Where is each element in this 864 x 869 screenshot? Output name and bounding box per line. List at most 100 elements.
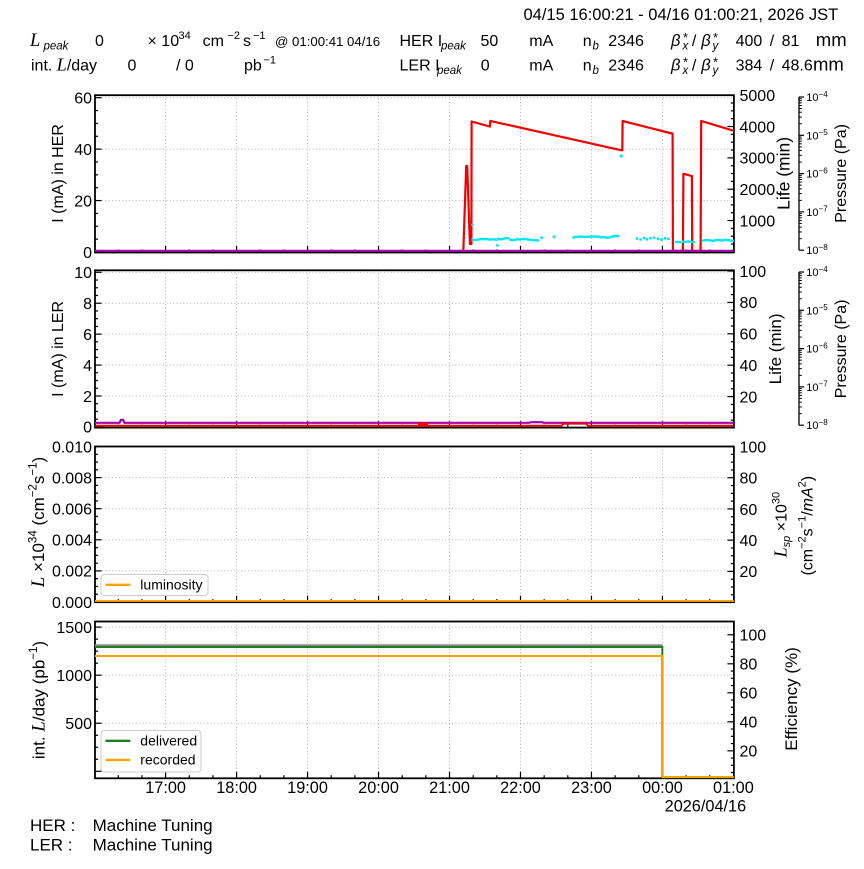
svg-text:y: y: [712, 65, 720, 77]
svg-text:β: β: [700, 32, 711, 50]
svg-text:/: /: [692, 58, 697, 75]
svg-text:HER I: HER I: [400, 33, 443, 50]
svg-text:Lsp ×1030: Lsp ×1030: [770, 492, 793, 558]
svg-text:18:00: 18:00: [216, 779, 257, 797]
svg-text:mm: mm: [816, 29, 847, 50]
svg-text:mm: mm: [813, 54, 844, 75]
svg-text:LER I: LER I: [400, 58, 440, 75]
svg-text:19:00: 19:00: [287, 779, 328, 797]
svg-text:0: 0: [95, 33, 104, 50]
svg-text:2: 2: [83, 389, 92, 406]
svg-text:20: 20: [740, 389, 758, 406]
svg-text:400: 400: [736, 33, 763, 50]
svg-text:80: 80: [740, 295, 758, 312]
svg-text:L: L: [29, 31, 40, 51]
svg-text:22:00: 22:00: [500, 779, 541, 797]
svg-text:8: 8: [83, 296, 92, 313]
svg-text:100: 100: [740, 439, 767, 456]
svg-text:2346: 2346: [608, 58, 644, 75]
svg-text:1500: 1500: [56, 620, 92, 637]
svg-text:0.002: 0.002: [52, 564, 92, 581]
svg-text:−1: −1: [264, 55, 277, 67]
svg-text:60: 60: [740, 502, 758, 519]
svg-text:Life (min): Life (min): [773, 137, 793, 210]
svg-text:4000: 4000: [740, 119, 776, 136]
svg-text:384: 384: [736, 58, 763, 75]
svg-text:n: n: [583, 58, 592, 75]
svg-text:x: x: [682, 41, 690, 53]
svg-text:/: /: [770, 33, 775, 50]
svg-text:5000: 5000: [740, 88, 776, 105]
svg-text:0.010: 0.010: [52, 439, 92, 456]
svg-text:Machine Tuning: Machine Tuning: [93, 816, 213, 835]
svg-text:peak: peak: [440, 41, 467, 53]
svg-text:*: *: [713, 55, 718, 70]
svg-text:x: x: [682, 65, 690, 77]
svg-text:0: 0: [83, 420, 92, 437]
svg-text:0.006: 0.006: [52, 502, 92, 519]
svg-text:60: 60: [740, 686, 758, 703]
svg-text:Pressure (Pa): Pressure (Pa): [833, 124, 850, 223]
svg-text:Life (min): Life (min): [766, 313, 785, 384]
svg-text:40: 40: [740, 715, 758, 732]
svg-text:mA: mA: [529, 58, 553, 75]
svg-text:20: 20: [740, 744, 758, 761]
svg-text:40: 40: [740, 358, 758, 375]
svg-text:−2: −2: [228, 30, 241, 42]
svg-text:recorded: recorded: [140, 752, 195, 768]
svg-text:int. L/day: int. L/day: [31, 55, 97, 75]
svg-text:@ 01:00:41 04/16: @ 01:00:41 04/16: [275, 34, 380, 49]
svg-text:0.000: 0.000: [52, 595, 92, 612]
svg-text:HER :: HER :: [30, 816, 75, 835]
svg-text:delivered: delivered: [140, 733, 197, 749]
svg-text:s: s: [243, 33, 251, 50]
svg-text:0: 0: [83, 245, 92, 262]
svg-text:β: β: [700, 57, 711, 75]
svg-text:21:00: 21:00: [429, 779, 470, 797]
svg-text:17:00: 17:00: [145, 779, 186, 797]
svg-text:mA: mA: [529, 33, 553, 50]
svg-text:4: 4: [83, 358, 92, 375]
svg-text:0.008: 0.008: [52, 470, 92, 487]
svg-text:20:00: 20:00: [358, 779, 399, 797]
svg-text:Pressure (Pa): Pressure (Pa): [833, 300, 850, 399]
svg-text:6: 6: [83, 327, 92, 344]
svg-text:y: y: [712, 41, 720, 53]
svg-text:40: 40: [74, 142, 92, 159]
svg-text:β: β: [670, 32, 681, 50]
svg-text:Machine Tuning: Machine Tuning: [93, 836, 213, 855]
svg-text:500: 500: [65, 716, 92, 733]
svg-text:40: 40: [740, 533, 758, 550]
svg-text:Efficiency (%): Efficiency (%): [782, 647, 801, 751]
svg-text:20: 20: [740, 564, 758, 581]
svg-text:50: 50: [481, 33, 499, 50]
svg-text:01:00: 01:00: [713, 779, 754, 797]
svg-text:34: 34: [179, 30, 191, 42]
svg-text:20: 20: [74, 193, 92, 210]
svg-text:60: 60: [74, 91, 92, 108]
svg-text:10: 10: [74, 265, 92, 282]
svg-text:0: 0: [128, 58, 137, 75]
svg-text:/: /: [692, 33, 697, 50]
svg-text:00:00: 00:00: [642, 779, 683, 797]
svg-text:04/15 16:00:21 - 04/16 01:00:2: 04/15 16:00:21 - 04/16 01:00:21, 2026 JS…: [524, 6, 839, 24]
svg-text:β: β: [670, 57, 681, 75]
svg-text:pb: pb: [244, 58, 262, 75]
svg-text:81: 81: [782, 33, 800, 50]
svg-text:b: b: [593, 65, 600, 77]
svg-text:*: *: [683, 30, 688, 45]
svg-text:23:00: 23:00: [571, 779, 612, 797]
svg-text:60: 60: [740, 327, 758, 344]
svg-text:peak: peak: [43, 41, 70, 53]
svg-text:L ×1034 (cm−2s−1): L ×1034 (cm−2s−1): [28, 457, 50, 588]
svg-text:*: *: [713, 30, 718, 45]
svg-text:I (mA) in LER: I (mA) in LER: [50, 301, 67, 397]
svg-text:I (mA) in HER: I (mA) in HER: [50, 124, 67, 223]
svg-text:0.004: 0.004: [52, 533, 92, 550]
svg-text:int. L/day (pb−1): int. L/day (pb−1): [28, 641, 50, 759]
svg-text:/ 0: / 0: [176, 58, 194, 75]
svg-text:luminosity: luminosity: [140, 577, 202, 593]
svg-text:*: *: [683, 55, 688, 70]
svg-text:1000: 1000: [56, 668, 92, 685]
svg-text:48.6: 48.6: [782, 58, 813, 75]
